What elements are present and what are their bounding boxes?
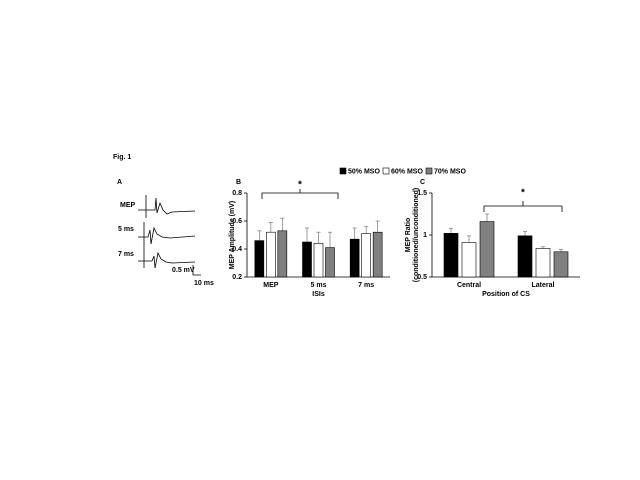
legend-label: 60% MSO <box>391 168 423 175</box>
annotation: * <box>298 180 302 191</box>
bar <box>443 233 459 278</box>
legend-swatch <box>425 167 433 175</box>
bar <box>535 248 551 278</box>
bar <box>479 221 495 278</box>
y-tick-label: 0.2 <box>232 274 242 281</box>
bar <box>517 235 533 278</box>
bar <box>302 241 312 278</box>
x-axis-title: Position of CS <box>482 291 530 298</box>
legend-label: 70% MSO <box>434 168 466 175</box>
bar <box>254 240 265 278</box>
x-tick-label: MEP <box>263 282 279 289</box>
bar <box>266 231 276 278</box>
bar <box>277 230 288 278</box>
trace-label: 7 ms <box>118 251 134 258</box>
y-axis-title: MEP Amplitude (mV) <box>229 201 236 269</box>
trace-label: MEP <box>120 202 136 209</box>
scale-label: 0.5 mV <box>172 267 195 274</box>
y-tick-label: 1.5 <box>417 190 427 197</box>
y-axis-title: MEP Ratio <box>405 218 412 253</box>
x-axis-title: ISIs <box>312 291 325 298</box>
legend-label: 50% MSO <box>348 168 380 175</box>
x-tick-label: 7 ms <box>358 282 374 289</box>
panel-letter: C <box>420 179 425 186</box>
y-tick-label: 0.4 <box>232 246 242 253</box>
bracket <box>261 189 339 199</box>
y-axis-title: (conditioned/unconditioned) <box>413 188 420 282</box>
panel-letter: A <box>117 179 122 186</box>
legend-swatch <box>382 167 390 175</box>
bar <box>553 251 569 278</box>
trace-label: 5 ms <box>118 226 134 233</box>
bar <box>349 238 360 278</box>
x-tick-label: Central <box>457 282 481 289</box>
scale-label: 10 ms <box>194 280 214 287</box>
y-tick-label: 0.8 <box>232 190 242 197</box>
bar <box>372 231 383 278</box>
traces <box>138 195 201 276</box>
bar <box>313 243 324 278</box>
bracket <box>483 201 563 212</box>
bar <box>461 242 477 278</box>
y-tick-label: 1 <box>423 232 427 239</box>
legend-swatch <box>339 167 347 175</box>
y-tick-label: 0.6 <box>232 218 242 225</box>
panel-letter: B <box>236 179 241 186</box>
bar <box>325 247 335 278</box>
x-tick-label: 5 ms <box>311 282 327 289</box>
x-tick-label: Lateral <box>532 282 555 289</box>
bar <box>361 233 371 278</box>
figure-label: Fig. 1 <box>113 154 131 161</box>
y-tick-label: 0.5 <box>417 274 427 281</box>
annotation: * <box>521 188 525 199</box>
